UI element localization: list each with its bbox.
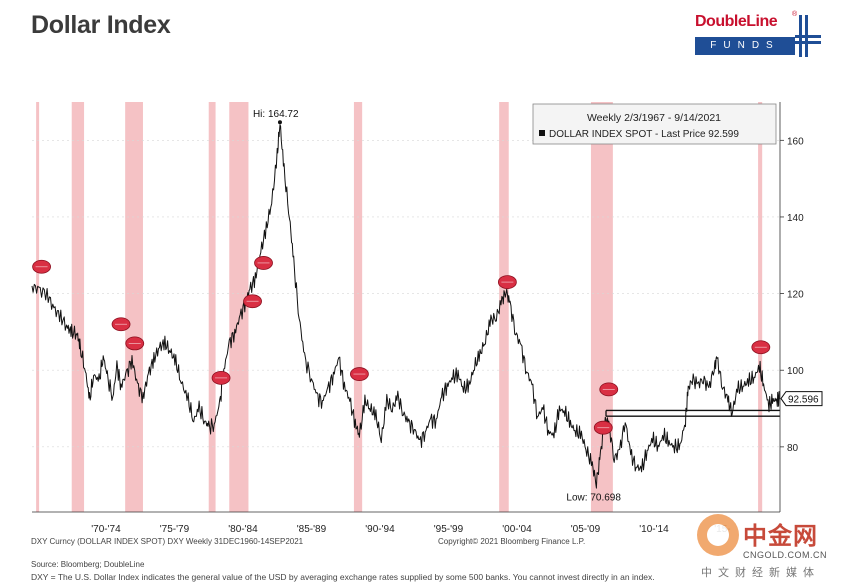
watermark-logo-icon [697,514,739,556]
x-tick-label: '95-'99 [434,524,464,535]
recession-band [758,102,763,512]
logo-trademark: ® [792,11,798,18]
doubleline-logo: DoubleLine ® FUNDS [695,11,825,57]
x-tick-label: '00-'04 [502,524,532,535]
price-line [31,124,781,489]
y-tick-label: 100 [787,366,804,377]
y-tick-label: 160 [787,136,804,147]
y-gridlines [32,140,780,448]
recession-band [229,102,249,512]
y-tick-label: 80 [787,443,799,454]
chart-labels: Hi: 164.72 Low: 70.698 92.596 [253,109,823,504]
recession-band [36,102,40,512]
x-tick-label: '70-'74 [91,524,121,535]
low-annotation: Low: 70.698 [566,493,621,504]
recession-band [208,102,216,512]
cngold-watermark: 中金网 CNGOLD.COM.CN 中文财经新媒体 [697,514,847,584]
axes: 80 100 120 140 160 '70-'74 '75-'79 '80-'84 '85-'… [32,102,804,535]
chart-footer-left: DXY Curncy (DOLLAR INDEX SPOT) DXY Weekl… [31,537,304,546]
legend-box [532,103,777,145]
x-tick-label: '80-'84 [228,524,258,535]
page-title: Dollar Index [31,11,171,39]
legend-entry: DOLLAR INDEX SPOT - Last Price 92.599 [549,129,739,140]
recession-band [590,102,613,512]
recession-band [125,102,143,512]
legend-swatch [539,130,545,136]
logo-cross-line [795,41,821,44]
x-tick-label: '10-'14 [639,524,669,535]
watermark-text: 中金网 [743,523,818,550]
price-series-line [31,124,781,489]
x-tick-label: '90-'94 [365,524,395,535]
legend-title: Weekly 2/3/1967 - 9/14/2021 [587,112,721,124]
logo-cross-line [795,35,821,38]
y-tick-label: 140 [787,213,804,224]
watermark-tagline: 中文财经新媒体 [701,567,820,579]
source-note: Source: Bloomberg; DoubleLine [31,560,145,569]
x-tick-label: '85-'89 [297,524,327,535]
chart-legend: Weekly 2/3/1967 - 9/14/2021 DOLLAR INDEX … [532,103,777,145]
high-annotation: Hi: 164.72 [253,109,299,120]
logo-wordmark: DoubleLine [695,13,778,30]
last-price-label: 92.596 [788,395,819,406]
x-tick-label: '75-'79 [160,524,190,535]
logo-funds-bar: FUNDS [695,37,795,55]
y-tick-label: 120 [787,290,804,301]
last-price-tag [780,391,823,407]
event-markers [32,256,771,435]
x-tick-label: '05-'09 [571,524,601,535]
support-lines [605,409,780,417]
chart-footer-right: Copyright© 2021 Bloomberg Finance L.P. [438,537,586,546]
recession-band [71,102,85,512]
recession-band [353,102,363,512]
high-point-dot [277,120,282,125]
index-disclaimer: DXY = The U.S. Dollar Index indicates th… [31,572,655,582]
recession-band [499,102,509,512]
recession-bands [36,102,763,512]
watermark-url: CNGOLD.COM.CN [743,550,828,560]
